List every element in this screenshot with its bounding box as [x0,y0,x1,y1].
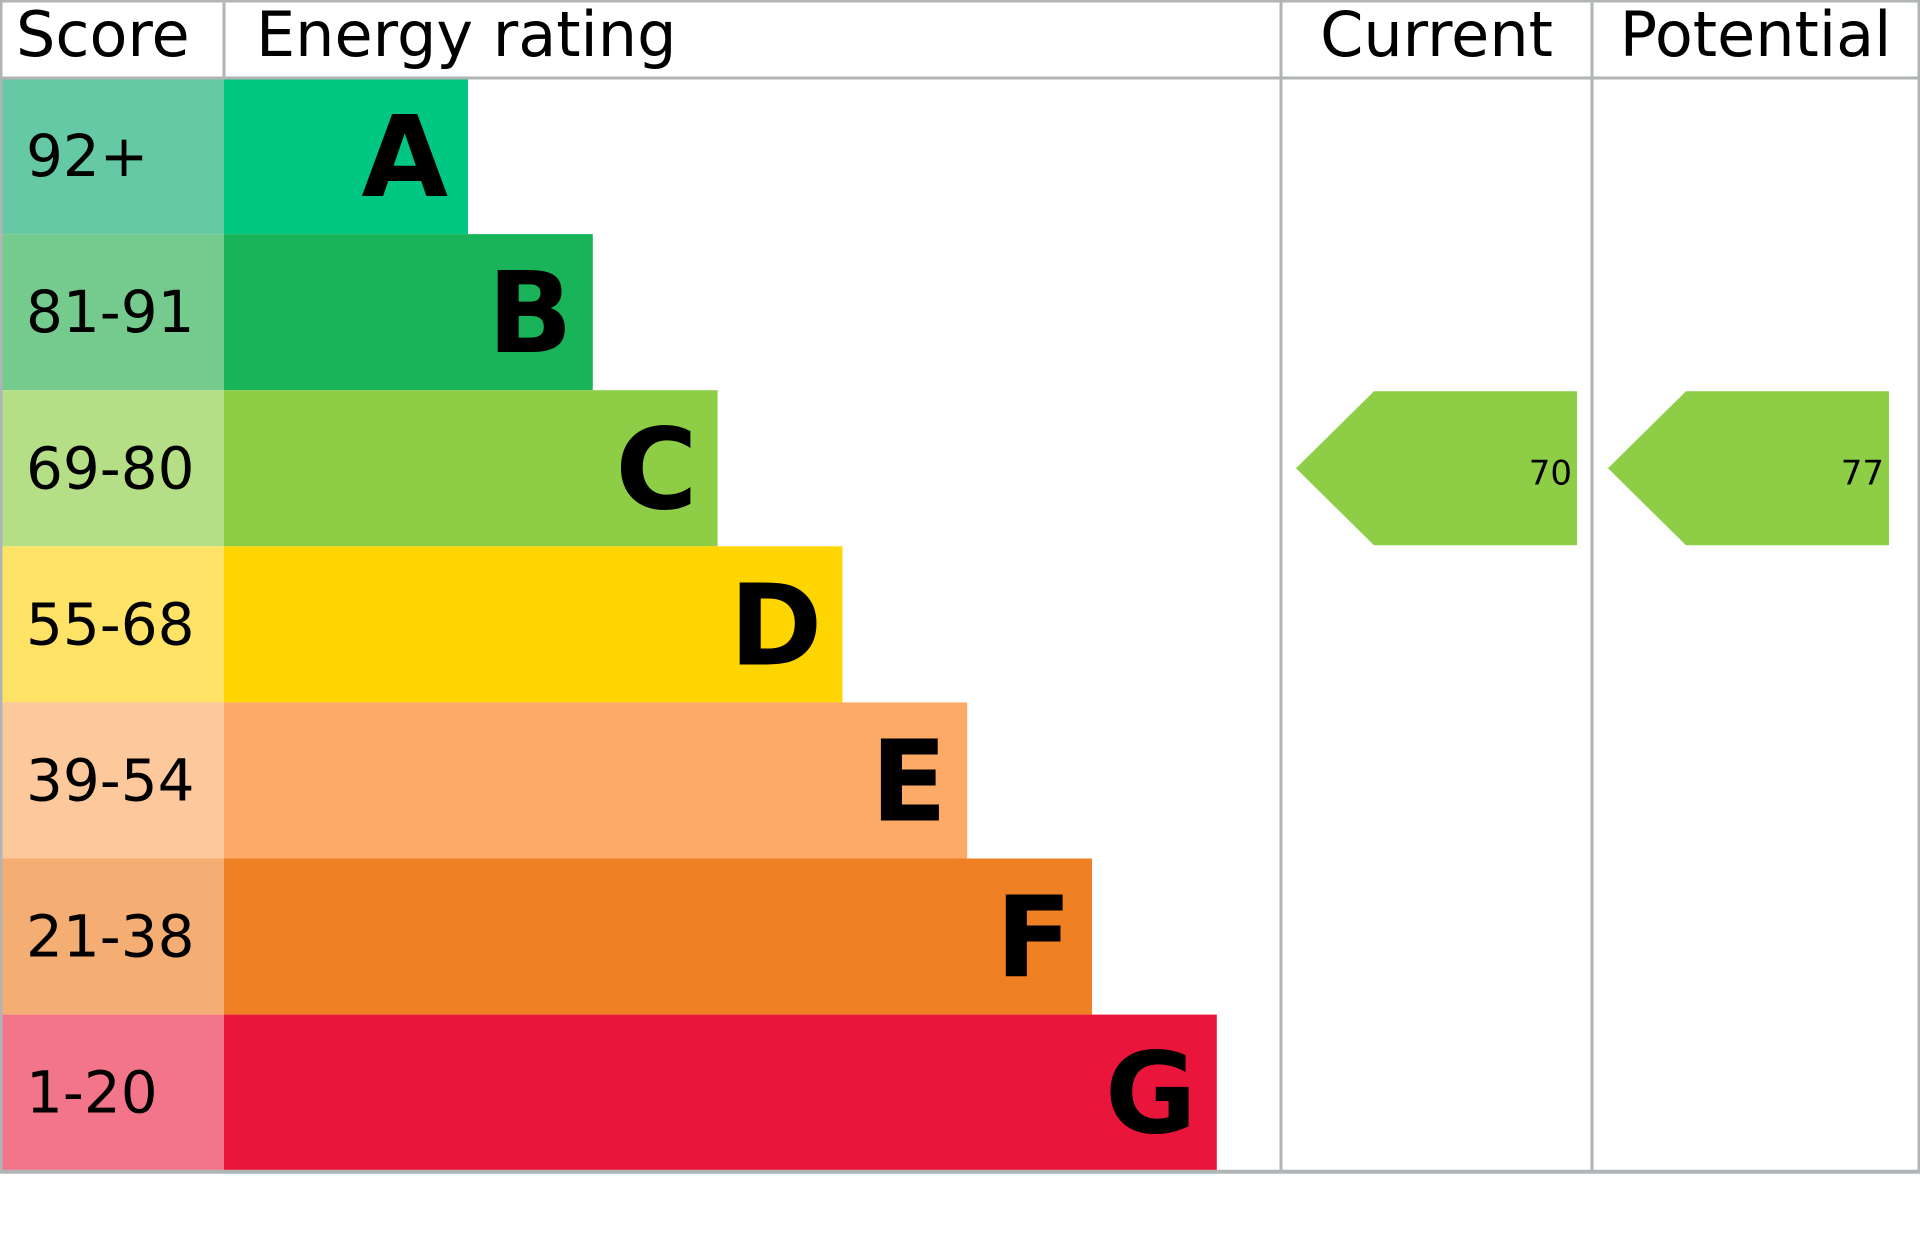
current-rating-value: 70 [1529,453,1572,493]
rating-bar-D [224,546,843,703]
score-label-D: 55-68 [26,590,195,658]
header-energy-rating: Energy rating [256,0,676,71]
score-cell-F [0,858,224,1015]
score-cell-D [0,546,224,703]
rating-letter-B: B [487,249,572,379]
rating-letter-D: D [729,561,822,691]
rating-letter-C: C [615,405,697,535]
header-score: Score [16,0,190,71]
potential-rating-arrow [1608,391,1889,546]
header-current: Current [1320,0,1553,71]
score-label-G: 1-20 [26,1059,158,1127]
score-cell-E [0,702,224,859]
rating-bar-C [224,390,718,547]
score-cell-B [0,234,224,391]
rating-letter-G: G [1105,1030,1197,1160]
header-potential: Potential [1620,0,1892,71]
rating-bar-E [224,702,968,859]
score-cell-G [0,1014,224,1171]
rating-bar-A [224,78,468,235]
rating-bar-G [224,1014,1217,1171]
score-cell-C [0,390,224,547]
current-rating-arrow [1296,391,1577,546]
rating-letter-E: E [871,717,948,847]
rating-bar-F [224,858,1092,1015]
rating-letter-A: A [361,93,448,223]
score-label-B: 81-91 [26,278,195,346]
score-label-E: 39-54 [26,746,195,814]
rating-bar-B [224,234,593,391]
potential-rating-value: 77 [1841,453,1884,493]
score-label-C: 69-80 [26,434,195,502]
score-cell-A [0,78,224,235]
score-label-F: 21-38 [26,903,195,971]
rating-letter-F: F [995,874,1072,1004]
score-label-A: 92+ [26,122,148,190]
